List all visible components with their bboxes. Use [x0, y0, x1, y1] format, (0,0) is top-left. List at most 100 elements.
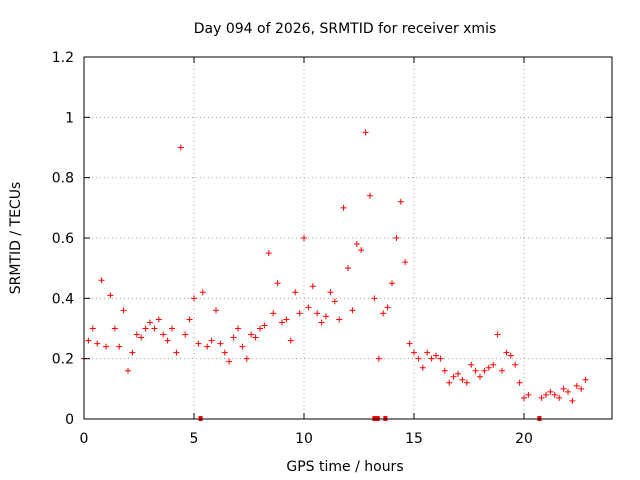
- data-point: [525, 391, 532, 398]
- data-point: [287, 337, 294, 344]
- data-point: [265, 250, 272, 257]
- data-point: [472, 367, 479, 374]
- data-point: [160, 331, 167, 338]
- data-point: [279, 319, 285, 326]
- data-point: [477, 373, 483, 380]
- data-point: [516, 379, 523, 386]
- data-point: [257, 325, 263, 332]
- data-point: [446, 379, 453, 386]
- data-point: [362, 129, 369, 136]
- x-tick-label: 20: [515, 431, 533, 447]
- data-point: [195, 340, 202, 347]
- data-point: [169, 325, 175, 332]
- data-point: [340, 204, 347, 211]
- data-point: [507, 352, 514, 359]
- data-point: [367, 192, 373, 199]
- data-point: [521, 394, 527, 401]
- data-point: [384, 304, 391, 311]
- data-point: [582, 376, 589, 383]
- data-point: [393, 235, 400, 241]
- data-point: [274, 280, 281, 287]
- data-point: [406, 340, 413, 347]
- x-tick-label: 0: [80, 431, 89, 447]
- y-tick-label: 0: [65, 412, 74, 428]
- data-point: [120, 307, 127, 314]
- data-point: [239, 343, 246, 350]
- data-point: [164, 337, 171, 344]
- data-point: [375, 355, 382, 362]
- data-point: [107, 292, 114, 299]
- data-point: [358, 247, 365, 254]
- data-point: [380, 310, 387, 317]
- data-point: [85, 337, 92, 344]
- data-point: [389, 280, 395, 287]
- data-point: [565, 388, 571, 395]
- data-point: [459, 376, 466, 383]
- y-tick-label: 1.2: [52, 50, 74, 66]
- data-point: [411, 349, 417, 356]
- data-point: [543, 391, 549, 398]
- data-point: [455, 370, 461, 377]
- grid: [84, 57, 612, 419]
- data-point: [481, 367, 488, 374]
- y-tick-label: 0.4: [52, 291, 74, 307]
- data-point: [125, 367, 131, 374]
- x-axis-label: GPS time / hours: [286, 459, 403, 475]
- y-tick-label: 1: [65, 110, 74, 126]
- data-point: [186, 316, 193, 323]
- data-point: [243, 355, 250, 362]
- data-point: [309, 283, 316, 290]
- data-point: [296, 310, 303, 317]
- data-point: [111, 325, 118, 332]
- data-point: [349, 307, 356, 314]
- data-point: [103, 343, 109, 350]
- data-point: [314, 310, 321, 317]
- data-point: [155, 316, 162, 323]
- data-point: [437, 355, 444, 362]
- data-point: [556, 394, 563, 401]
- x-tick-label: 5: [190, 431, 199, 447]
- data-point: [230, 334, 237, 341]
- data-point: [397, 198, 404, 205]
- data-point: [428, 355, 435, 362]
- data-point: [129, 349, 136, 356]
- data-point: [573, 382, 580, 389]
- data-point: [336, 316, 343, 323]
- data-point: [468, 361, 475, 368]
- data-point: [204, 343, 211, 350]
- data-point: [182, 331, 189, 338]
- data-point: [248, 331, 255, 338]
- y-tick-label: 0.2: [52, 352, 74, 368]
- data-point: [578, 385, 585, 392]
- data-point: [213, 307, 219, 314]
- data-point: [221, 349, 228, 356]
- data-point: [490, 361, 497, 368]
- y-tick-label: 0.8: [52, 171, 74, 187]
- data-point: [441, 367, 448, 374]
- data-point: [252, 334, 259, 341]
- data-point: [371, 295, 378, 302]
- data-point: [138, 334, 145, 341]
- data-point: [191, 295, 197, 302]
- data-point: [331, 298, 338, 305]
- data-point: [433, 352, 439, 359]
- data-point: [345, 265, 351, 272]
- data-point: [494, 331, 501, 338]
- x-tick-label: 15: [405, 431, 423, 447]
- data-point: [151, 325, 158, 332]
- data-point: [551, 391, 558, 398]
- data-point: [116, 343, 123, 350]
- data-points: [81, 129, 589, 404]
- y-axis-label: SRMTID / TECUs: [8, 182, 24, 295]
- data-point: [450, 373, 457, 380]
- data-point: [226, 358, 233, 365]
- data-point: [353, 241, 360, 248]
- data-point: [177, 144, 184, 151]
- data-point: [419, 364, 426, 371]
- data-point: [142, 325, 149, 332]
- axis-ticks: 0 5 10 15 20 0 0.2 0.4 0.6 0.8 1 1.2: [52, 50, 612, 447]
- data-point: [485, 364, 492, 371]
- data-point: [94, 340, 101, 347]
- chart-title: Day 094 of 2026, SRMTID for receiver xmi…: [194, 21, 497, 37]
